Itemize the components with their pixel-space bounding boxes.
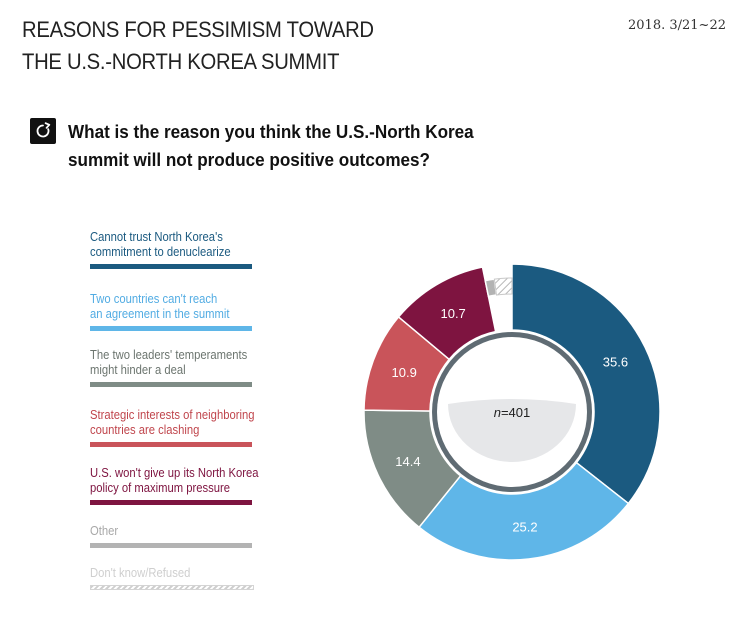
legend-label-line: an agreement in the summit <box>90 307 230 321</box>
legend-item: The two leaders' temperaments might hinde… <box>90 348 254 387</box>
legend-label: Cannot trust North Korea's commitment to … <box>90 230 238 260</box>
legend-label-line: Don't know/Refused <box>90 566 191 580</box>
legend-label-line: Cannot trust North Korea's <box>90 230 223 244</box>
legend-swatch <box>90 585 254 590</box>
slice-value-label: 35.6 <box>603 355 628 370</box>
donut-slice <box>493 277 513 296</box>
slice-value-label: 25.2 <box>512 519 537 534</box>
legend-item: Don't know/Refused <box>90 566 254 590</box>
chart-title-line-2: THE U.S.-NORTH KOREA SUMMIT <box>22 49 340 74</box>
sample-size-symbol: n <box>494 405 501 420</box>
chart-title-line-1: REASONS FOR PESSIMISM TOWARD <box>22 17 374 42</box>
legend-label: The two leaders' temperaments might hinde… <box>90 348 248 378</box>
legend-label-line: The two leaders' temperaments <box>90 348 248 362</box>
sample-size-value: =401 <box>501 405 530 420</box>
legend-label-line: Other <box>90 524 119 538</box>
survey-question-line-2: summit will not produce positive outcome… <box>68 150 430 170</box>
legend-label: Two countries can't reach an agreement in… <box>90 292 238 322</box>
donut-slice <box>397 266 497 361</box>
survey-question: What is the reason you think the U.S.-No… <box>68 118 486 174</box>
legend-swatch <box>90 382 252 387</box>
legend-label-line: Strategic interests of neighboring <box>90 408 255 422</box>
legend-label: Don't know/Refused <box>90 566 238 581</box>
legend-label-line: might hinder a deal <box>90 363 186 377</box>
legend-label-line: Two countries can't reach <box>90 292 218 306</box>
refresh-icon <box>30 118 56 144</box>
legend-label: Other <box>90 524 238 539</box>
legend-label-line: U.S. won't give up its North Korea <box>90 466 259 480</box>
sample-size-label: n=401 <box>494 405 531 420</box>
survey-date: 2018. 3/21~22 <box>628 18 726 33</box>
chart-title: REASONS FOR PESSIMISM TOWARD THE U.S.-NO… <box>22 14 408 78</box>
legend-swatch <box>90 442 252 447</box>
legend-item: Other <box>90 524 254 548</box>
legend-swatch <box>90 326 252 331</box>
legend-item: Strategic interests of neighboring countr… <box>90 408 254 447</box>
legend-item: Cannot trust North Korea's commitment to … <box>90 230 254 269</box>
donut-slice <box>511 263 661 505</box>
legend-item: U.S. won't give up its North Korea policy… <box>90 466 259 505</box>
slice-value-label: 14.4 <box>395 454 420 469</box>
legend-label-line: countries are clashing <box>90 423 200 437</box>
legend-swatch <box>90 543 252 548</box>
slice-value-label: 10.7 <box>440 306 465 321</box>
slice-value-label: 10.9 <box>392 365 417 380</box>
legend-label-line: commitment to denuclearize <box>90 245 231 259</box>
legend-label: U.S. won't give up its North Korea policy… <box>90 466 259 496</box>
donut-slice <box>418 461 630 561</box>
center-graphic <box>448 399 576 462</box>
legend-label-line: policy of maximum pressure <box>90 481 231 495</box>
legend-item: Two countries can't reach an agreement in… <box>90 292 254 331</box>
legend-swatch <box>90 264 252 269</box>
legend-swatch <box>90 500 252 505</box>
survey-question-line-1: What is the reason you think the U.S.-No… <box>68 122 474 142</box>
legend-label: Strategic interests of neighboring countr… <box>90 408 255 438</box>
